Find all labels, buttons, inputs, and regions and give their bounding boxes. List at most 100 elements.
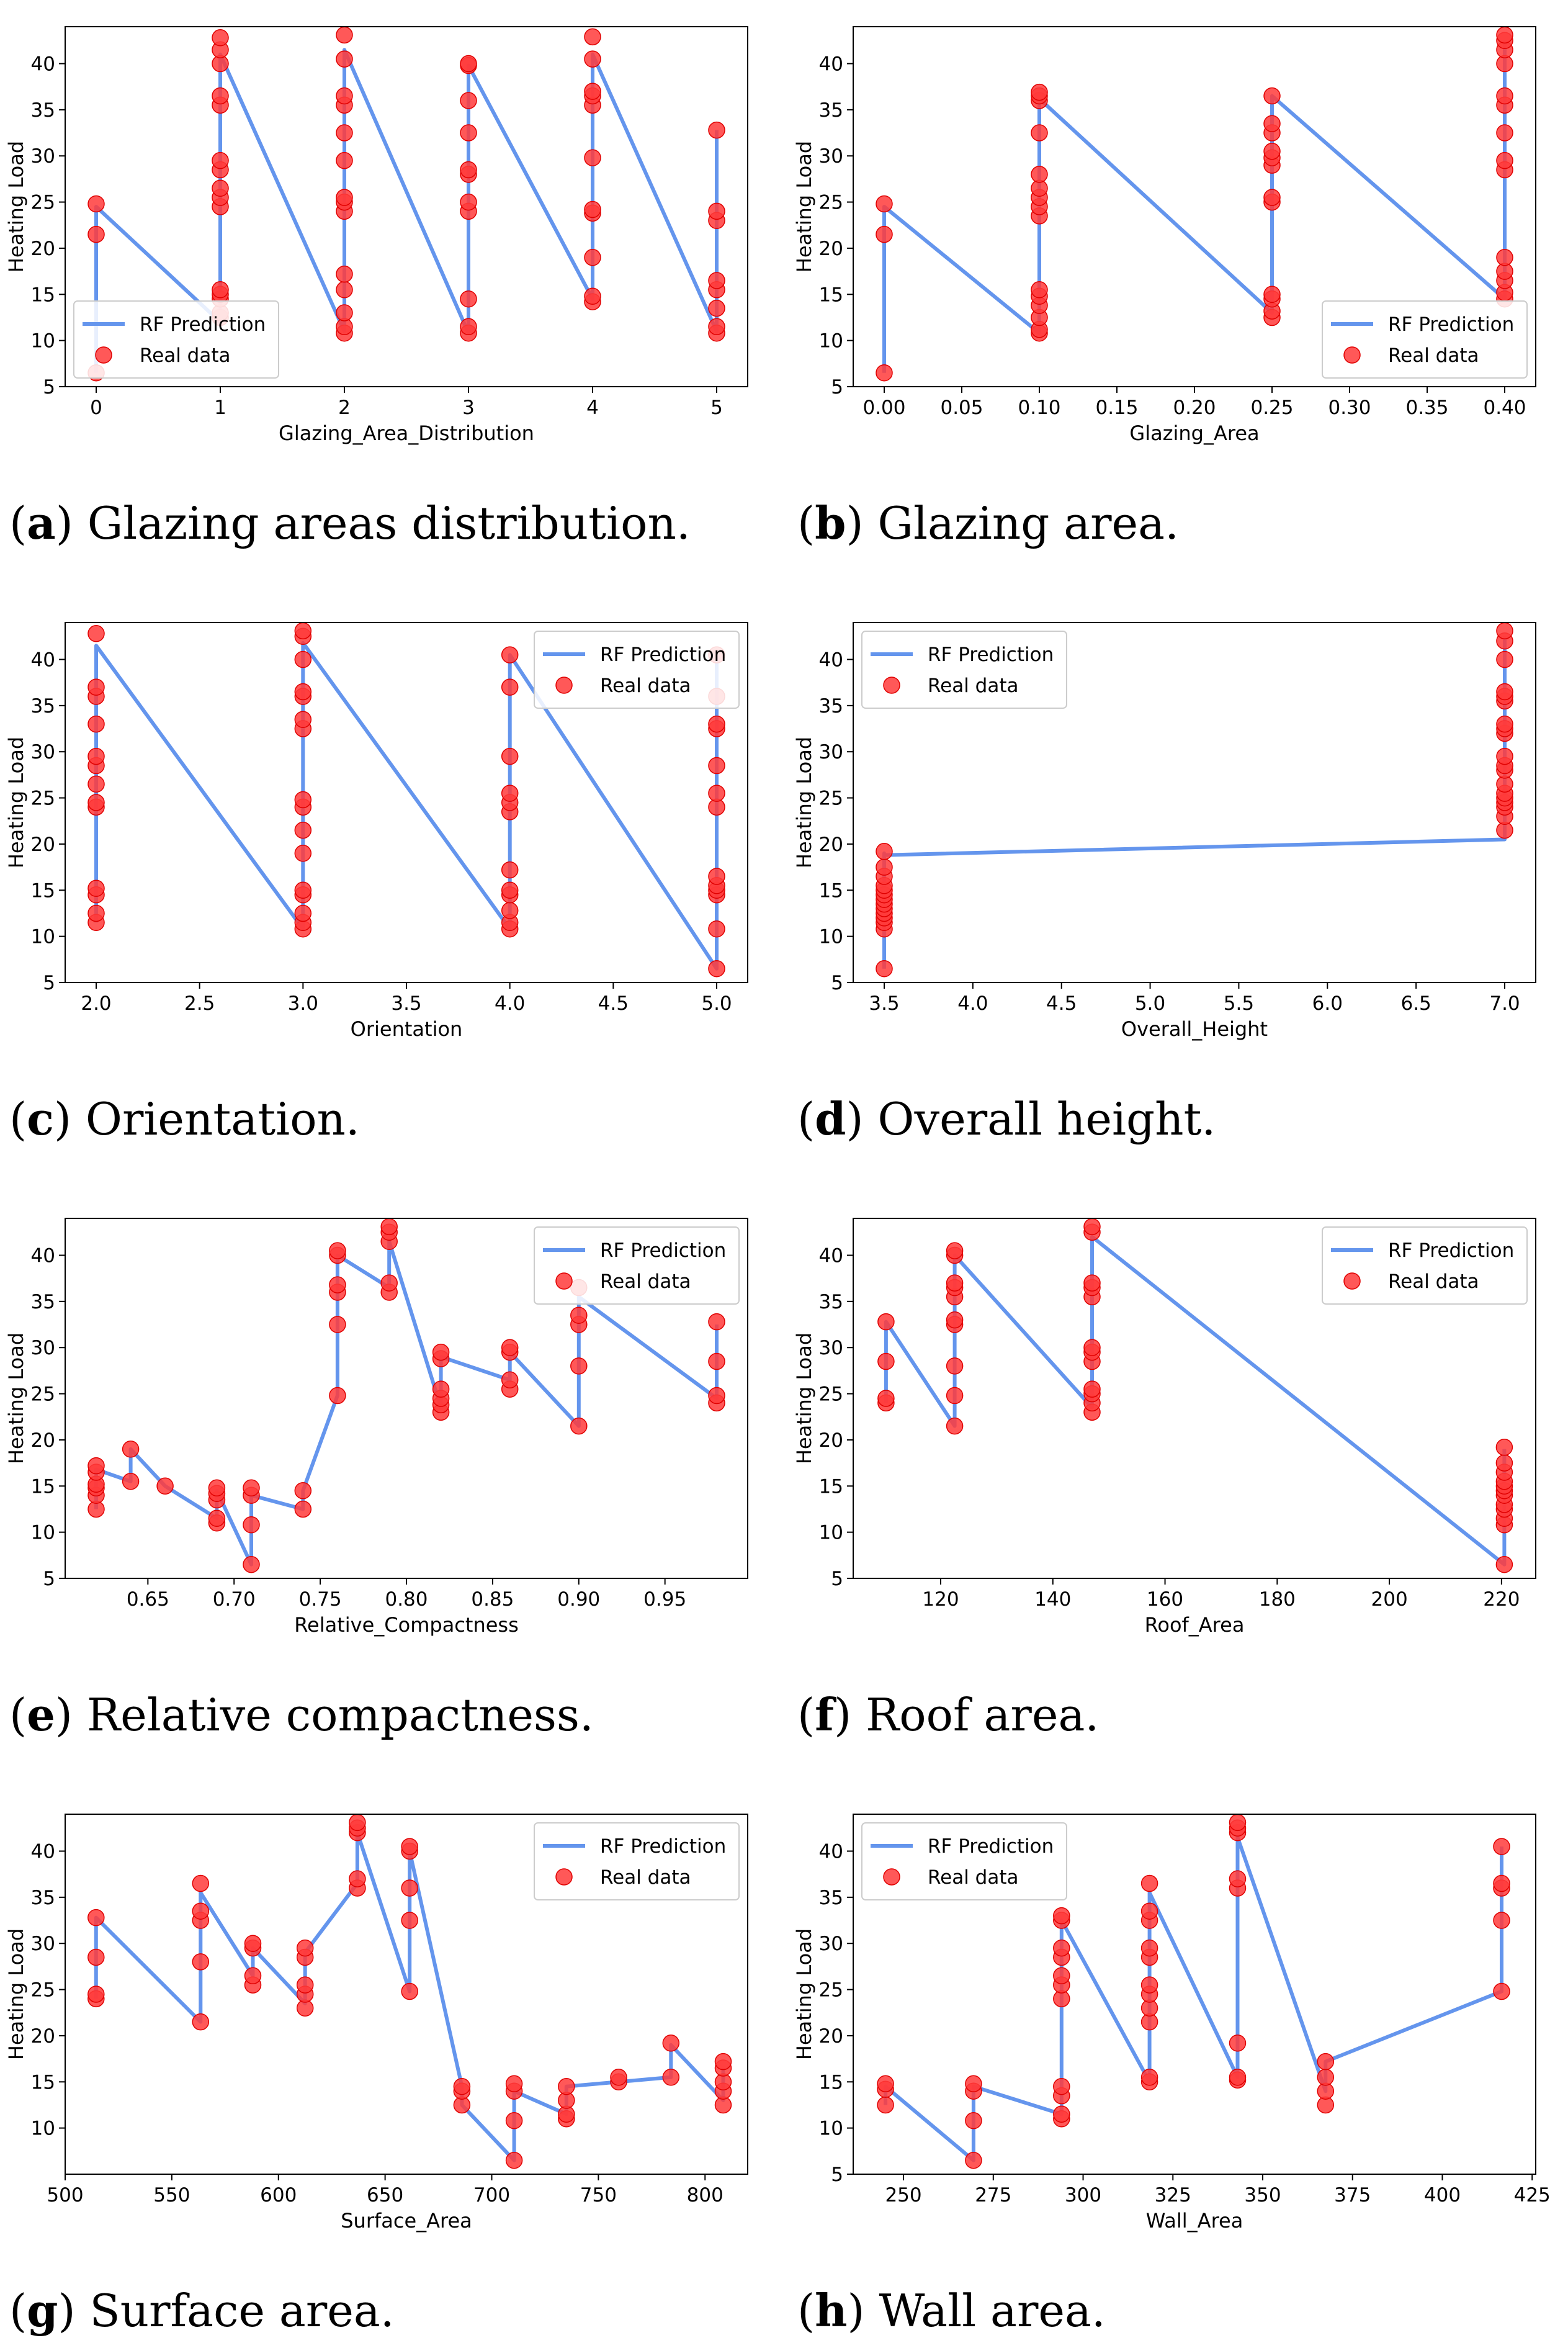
real-data-point [946, 1242, 964, 1259]
y-tick-label: 25 [31, 1383, 55, 1406]
caption-paren: ) [834, 1689, 866, 1741]
real-data-point [432, 1380, 450, 1398]
y-axis-label: Heating Load [4, 1928, 28, 2060]
x-tick-label: 200 [1371, 1588, 1408, 1611]
x-tick-label: 160 [1147, 1588, 1183, 1611]
x-tick-label: 750 [580, 2184, 617, 2206]
x-tick-label: 250 [885, 2184, 921, 2206]
real-data-point [876, 225, 893, 243]
real-data-point [87, 715, 105, 733]
caption-paren: ) [54, 1093, 86, 1145]
chart-panel-e: 0.65 0.70 0.75 0.80 0.85 0.90 0.95 5 10 15 20 25 30 3… [4, 1218, 748, 1741]
x-axis-label: Relative_Compactness [294, 1613, 519, 1637]
real-data-point [570, 1357, 588, 1375]
real-data-point [1083, 1218, 1101, 1236]
real-data-point [336, 151, 353, 169]
real-data-point [192, 1953, 210, 1971]
x-tick-label: 3.5 [869, 992, 899, 1015]
caption-letter: e [27, 1688, 55, 1741]
real-data-point [1493, 1838, 1510, 1855]
panel-caption: (b) Glazing area. [797, 497, 1179, 549]
real-data-point [1140, 1939, 1158, 1957]
panel-caption: (a) Glazing areas distribution. [9, 497, 691, 549]
y-tick-label: 15 [31, 284, 55, 306]
y-tick-label: 20 [31, 834, 55, 856]
x-tick-label: 2.0 [81, 992, 111, 1015]
real-data-point [1140, 2069, 1158, 2086]
caption-paren: ( [9, 2285, 27, 2337]
y-tick-label: 10 [819, 2118, 843, 2140]
real-data-point [329, 1316, 346, 1333]
real-data-point [708, 299, 725, 317]
real-data-point [87, 1909, 105, 1927]
y-tick-label: 5 [831, 1568, 843, 1590]
y-tick-label: 30 [819, 1933, 843, 1955]
chart-panel-g: 500 550 600 650 700 750 800 10 15 20 25 30 35 40 Surfa… [4, 1814, 748, 2337]
real-data-point [1317, 2053, 1335, 2071]
legend-point-swatch [95, 346, 112, 364]
y-tick-label: 10 [31, 1522, 55, 1544]
caption-text: Orientation. [86, 1093, 360, 1145]
real-data-point [501, 902, 519, 919]
legend: RF Prediction Real data [534, 1822, 740, 1900]
y-tick-label: 30 [819, 145, 843, 168]
real-data-point [294, 711, 312, 728]
real-data-point [1263, 189, 1281, 206]
y-tick-label: 35 [31, 1887, 55, 1909]
real-data-point [610, 2069, 627, 2086]
real-data-point [570, 1417, 588, 1435]
y-tick-label: 10 [819, 926, 843, 948]
caption-text: Overall height. [877, 1093, 1216, 1145]
real-data-point [87, 775, 105, 793]
real-data-point [243, 1479, 260, 1497]
x-tick-label: 0.90 [557, 1588, 600, 1611]
x-tick-label: 1 [214, 397, 226, 419]
real-data-point [156, 1477, 174, 1495]
legend-point-swatch [555, 1868, 573, 1886]
x-tick-label: 0.85 [471, 1588, 514, 1611]
legend-label-real: Real data [600, 1270, 691, 1293]
real-data-point [1053, 1967, 1070, 1985]
real-data-point [946, 1417, 964, 1435]
real-data-point [1495, 1555, 1513, 1573]
y-tick-label: 40 [819, 1244, 843, 1267]
caption-text: Wall area. [879, 2285, 1105, 2337]
legend-label-prediction: RF Prediction [928, 644, 1054, 666]
legend-label-prediction: RF Prediction [600, 1835, 726, 1858]
legend-box [861, 631, 1067, 709]
real-data-point [460, 290, 477, 308]
real-data-point [708, 202, 725, 220]
x-tick-label: 5.0 [1135, 992, 1165, 1015]
real-data-point [1053, 1939, 1070, 1957]
y-tick-label: 40 [31, 649, 55, 671]
real-data-point [401, 1982, 418, 2000]
x-tick-label: 120 [922, 1588, 959, 1611]
real-data-point [296, 1976, 314, 1994]
real-data-point [1031, 281, 1048, 299]
caption-text: Glazing areas distribution. [87, 497, 691, 549]
x-tick-label: 4.5 [598, 992, 629, 1015]
real-data-point [501, 785, 519, 802]
real-data-point [584, 50, 601, 68]
real-data-point [1083, 1274, 1101, 1292]
y-tick-label: 20 [31, 238, 55, 260]
y-tick-label: 25 [31, 788, 55, 810]
real-data-point [946, 1274, 964, 1292]
x-tick-label: 600 [260, 2184, 297, 2206]
x-tick-label: 0.00 [862, 397, 905, 419]
real-data-point [208, 1479, 226, 1497]
real-data-point [294, 623, 312, 640]
caption-text: Relative compactness. [87, 1689, 594, 1741]
real-data-point [1495, 1439, 1513, 1456]
x-tick-label: 275 [975, 2184, 1011, 2206]
real-data-point [401, 1879, 418, 1897]
real-data-point [1140, 1874, 1158, 1892]
legend: RF Prediction Real data [1322, 300, 1528, 379]
x-tick-label: 325 [1155, 2184, 1191, 2206]
legend-label-prediction: RF Prediction [928, 1835, 1054, 1858]
x-tick-label: 6.5 [1400, 992, 1431, 1015]
y-tick-label: 30 [31, 145, 55, 168]
real-data-point [877, 1352, 895, 1370]
legend-point-swatch [555, 677, 573, 694]
legend-box [534, 631, 740, 709]
